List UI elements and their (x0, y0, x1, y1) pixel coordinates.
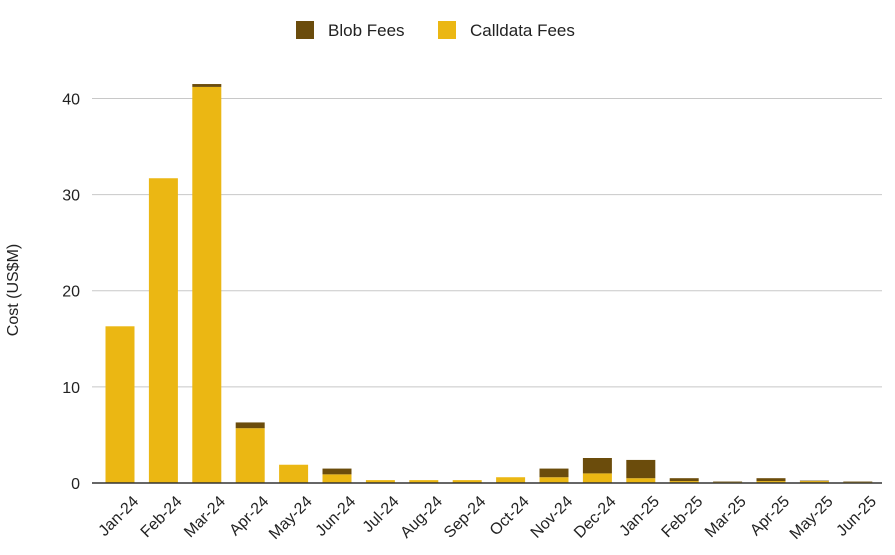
x-tick-label: Sep-24 (441, 493, 490, 542)
bar-calldata-fees (322, 474, 352, 483)
bar-calldata-fees (582, 473, 612, 483)
x-tick-label: Jun-25 (833, 493, 880, 540)
bar-calldata-fees (279, 464, 309, 483)
y-axis-title: Cost (US$M) (5, 244, 22, 336)
bar-calldata-fees (669, 481, 699, 483)
x-tick-label: Nov-24 (528, 493, 577, 542)
x-tick-label: Apr-24 (226, 493, 272, 539)
x-tick-label: Mar-24 (181, 493, 229, 541)
legend-label: Blob Fees (328, 21, 405, 40)
bar-blob-fees (713, 481, 743, 483)
x-tick-label: Mar-25 (702, 493, 750, 541)
bar-blob-fees (582, 458, 612, 474)
y-tick-label: 20 (62, 284, 80, 301)
bar-blob-fees (756, 478, 786, 482)
bar-calldata-fees (452, 480, 482, 483)
x-tick-label: Jun-24 (313, 493, 360, 540)
legend-label: Calldata Fees (470, 21, 575, 40)
bar-blob-fees (669, 478, 699, 482)
gridlines (92, 97, 882, 388)
x-tick-label: Jan-25 (616, 493, 663, 540)
axes: 010203040Jan-24Feb-24Mar-24Apr-24May-24J… (62, 91, 882, 543)
bar-calldata-fees (235, 428, 265, 483)
x-tick-label: Jan-24 (96, 493, 143, 540)
x-tick-label: Apr-25 (747, 493, 793, 539)
y-tick-label: 0 (71, 476, 80, 493)
bar-calldata-fees (105, 326, 135, 483)
bars (105, 84, 873, 483)
bar-blob-fees (626, 459, 656, 479)
bar-calldata-fees (192, 86, 222, 483)
legend: Blob Fees Calldata Fees (296, 21, 575, 40)
x-tick-label: Aug-24 (397, 493, 446, 542)
bar-calldata-fees (365, 480, 395, 483)
y-tick-label: 30 (62, 188, 80, 205)
legend-swatch (438, 21, 456, 39)
bar-blob-fees (235, 422, 265, 429)
bar-blob-fees (539, 468, 569, 478)
bar-calldata-fees (799, 481, 829, 483)
bar-calldata-fees (539, 477, 569, 483)
x-tick-label: Oct-24 (487, 493, 533, 539)
bar-blob-fees (322, 468, 352, 475)
legend-swatch (296, 21, 314, 39)
bar-blob-fees (192, 84, 222, 87)
bar-calldata-fees (756, 481, 786, 483)
bar-blob-fees (799, 480, 829, 482)
x-tick-label: May-25 (787, 493, 837, 543)
y-tick-label: 10 (62, 380, 80, 397)
x-tick-label: Feb-24 (138, 493, 186, 541)
x-tick-label: May-24 (266, 493, 316, 543)
bar-calldata-fees (496, 477, 526, 483)
x-tick-label: Feb-25 (659, 493, 707, 541)
bar-calldata-fees (148, 178, 178, 483)
y-tick-label: 40 (62, 91, 80, 108)
bar-calldata-fees (626, 478, 656, 483)
x-tick-label: Dec-24 (571, 493, 620, 542)
bar-blob-fees (843, 481, 873, 483)
bar-calldata-fees (409, 480, 439, 483)
